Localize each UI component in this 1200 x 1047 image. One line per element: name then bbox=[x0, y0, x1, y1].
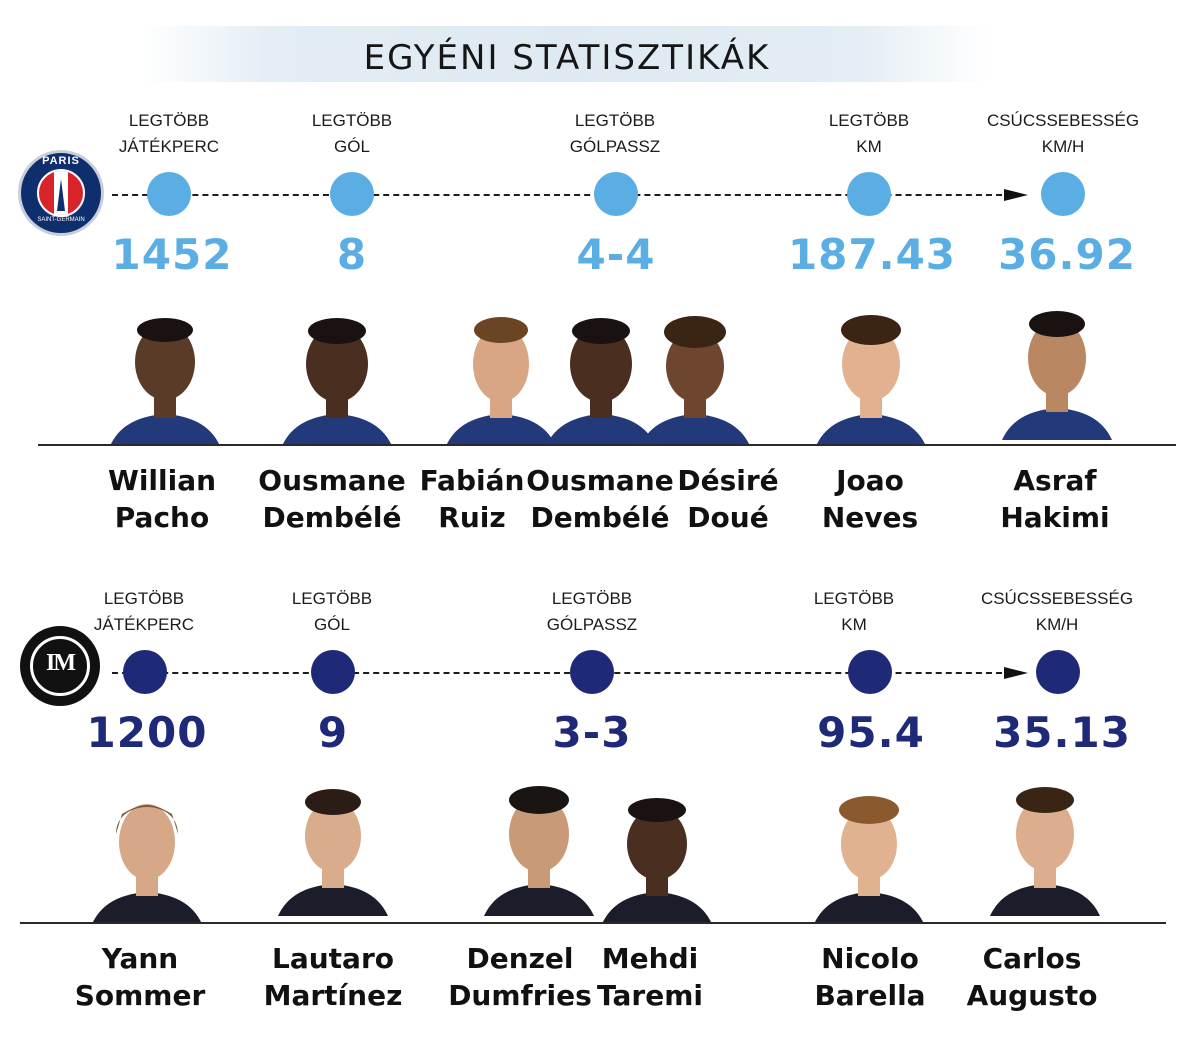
psg-stat-label: LEGTÖBB KM bbox=[828, 111, 910, 156]
player-photo bbox=[282, 306, 392, 446]
eiffel-tower-icon bbox=[57, 179, 65, 211]
inter-stat-dot bbox=[570, 650, 614, 694]
psg-logo-text: PARIS bbox=[42, 155, 80, 167]
inter-logo-ring bbox=[30, 636, 90, 696]
player-photo bbox=[446, 306, 556, 446]
inter-stat-label: LEGTÖBB GÓL bbox=[291, 589, 373, 634]
player-photo bbox=[278, 776, 388, 916]
inter-stat-dot bbox=[848, 650, 892, 694]
inter-baseline bbox=[20, 922, 1166, 924]
player-photo bbox=[990, 776, 1100, 916]
inter-stat-dot bbox=[123, 650, 167, 694]
psg-stat-label: LEGTÖBB GÓLPASSZ bbox=[569, 111, 661, 156]
inter-monogram-icon: IM bbox=[46, 650, 76, 676]
inter-stat-label: LEGTÖBB JÁTÉKPERC bbox=[93, 589, 195, 634]
inter-stat-dot bbox=[1036, 650, 1080, 694]
player-photo bbox=[92, 784, 202, 924]
player-name: Ousmane Dembélé bbox=[526, 464, 674, 534]
player-name: Willian Pacho bbox=[107, 464, 217, 534]
player-name: Yann Sommer bbox=[74, 942, 206, 1012]
psg-stat-value: 4-4 bbox=[576, 230, 656, 279]
player-photo bbox=[640, 306, 750, 446]
player-name: Ousmane Dembélé bbox=[258, 464, 406, 534]
psg-stat-dot bbox=[147, 172, 191, 216]
inter-stat-label: CSÚCSSEBESSÉG KM/H bbox=[980, 589, 1134, 634]
player-photo bbox=[602, 784, 712, 924]
player-name: Lautaro Martínez bbox=[263, 942, 403, 1012]
title-band bbox=[140, 26, 990, 82]
psg-stat-value: 187.43 bbox=[787, 230, 957, 279]
player-name: Nicolo Barella bbox=[814, 942, 926, 1012]
psg-logo: PARIS SAINT-GERMAIN bbox=[18, 150, 104, 236]
psg-stat-dot bbox=[1041, 172, 1085, 216]
player-name: Carlos Augusto bbox=[966, 942, 1098, 1012]
inter-stat-value: 9 bbox=[317, 708, 349, 757]
psg-stat-dot bbox=[594, 172, 638, 216]
player-photo bbox=[1002, 300, 1112, 440]
player-photo bbox=[816, 306, 926, 446]
psg-stat-dot bbox=[330, 172, 374, 216]
inter-stat-value: 3-3 bbox=[552, 708, 632, 757]
inter-logo: IM bbox=[20, 626, 100, 706]
player-name: Mehdi Taremi bbox=[597, 942, 703, 1012]
psg-stat-dot bbox=[847, 172, 891, 216]
player-name: Fabián Ruiz bbox=[419, 464, 525, 534]
psg-stat-label: LEGTÖBB GÓL bbox=[311, 111, 393, 156]
inter-stat-value: 1200 bbox=[86, 708, 208, 757]
player-name: Asraf Hakimi bbox=[1000, 464, 1110, 534]
arrow-right-icon bbox=[1004, 667, 1028, 679]
psg-stat-label: CSÚCSSEBESSÉG KM/H bbox=[986, 111, 1140, 156]
inter-timeline bbox=[112, 672, 1002, 674]
psg-stat-value: 36.92 bbox=[998, 230, 1136, 279]
page-title: EGYÉNI STATISZTIKÁK bbox=[363, 38, 771, 78]
psg-stat-value: 8 bbox=[336, 230, 368, 279]
player-name: Denzel Dumfries bbox=[448, 942, 592, 1012]
psg-stat-value: 1452 bbox=[111, 230, 233, 279]
inter-stat-value: 35.13 bbox=[993, 708, 1131, 757]
inter-stat-label: LEGTÖBB GÓLPASSZ bbox=[546, 589, 638, 634]
psg-crest bbox=[37, 169, 85, 217]
player-photo bbox=[110, 306, 220, 446]
player-photo bbox=[546, 306, 656, 446]
player-photo bbox=[484, 776, 594, 916]
psg-timeline bbox=[112, 194, 1002, 196]
inter-stat-label: LEGTÖBB KM bbox=[813, 589, 895, 634]
psg-baseline bbox=[38, 444, 1176, 446]
player-name: Désiré Doué bbox=[677, 464, 779, 534]
psg-stat-label: LEGTÖBB JÁTÉKPERC bbox=[118, 111, 220, 156]
inter-stat-value: 95.4 bbox=[817, 708, 925, 757]
inter-stat-dot bbox=[311, 650, 355, 694]
player-photo bbox=[814, 784, 924, 924]
arrow-right-icon bbox=[1004, 189, 1028, 201]
psg-logo-subtext: SAINT-GERMAIN bbox=[37, 217, 85, 223]
player-name: Joao Neves bbox=[821, 464, 919, 534]
